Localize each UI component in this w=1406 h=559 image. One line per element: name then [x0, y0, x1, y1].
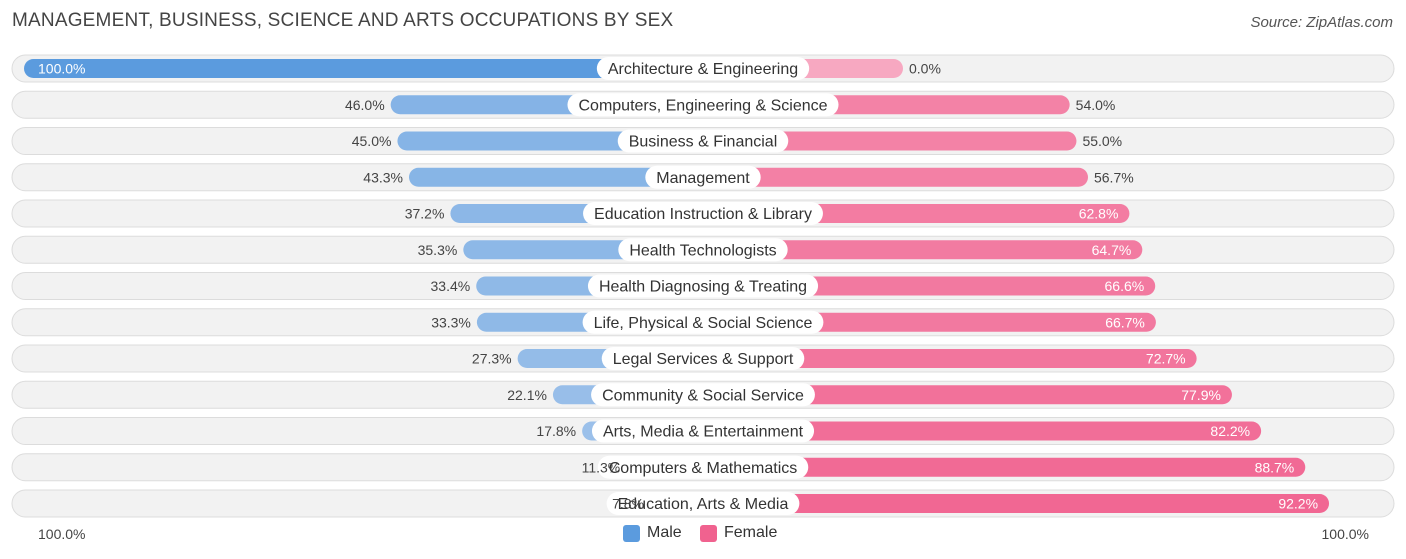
female-value-label: 56.7%	[1094, 169, 1134, 185]
male-bar	[408, 167, 703, 187]
male-value-label: 100.0%	[38, 61, 85, 77]
female-value-label: 54.0%	[1076, 97, 1116, 113]
category-label: Computers, Engineering & Science	[578, 97, 827, 114]
female-value-label: 0.0%	[909, 61, 941, 77]
category-label-box	[597, 455, 809, 479]
category-label: Education, Arts & Media	[618, 496, 789, 513]
female-value-label: 88.7%	[1255, 459, 1295, 475]
legend-item-male[interactable]: Male	[623, 524, 682, 542]
category-label: Community & Social Service	[602, 387, 804, 404]
chart-row: Legal Services & Support 27.3% 72.7%	[11, 344, 1395, 373]
category-label: Life, Physical & Social Science	[594, 315, 813, 332]
male-bar	[24, 59, 703, 78]
female-value-label: 62.8%	[1079, 206, 1119, 222]
female-value-label: 66.7%	[1105, 314, 1145, 330]
chart-row: Business & Financial 45.0% 55.0%	[11, 127, 1395, 155]
female-bar	[703, 167, 1088, 187]
male-value-label: 35.3%	[418, 242, 458, 258]
axis-left-label: 100.0%	[38, 526, 86, 542]
category-label: Legal Services & Support	[613, 351, 794, 368]
male-value-label: 7.8%	[612, 496, 644, 512]
category-label-box	[587, 274, 819, 298]
chart-row: Health Diagnosing & Treating 33.4% 66.6%	[11, 272, 1395, 300]
chart-row: Architecture & Engineering 100.0% 0.0%	[11, 54, 1395, 83]
chart-title: MANAGEMENT, BUSINESS, SCIENCE AND ARTS O…	[12, 10, 674, 31]
male-value-label: 33.4%	[431, 278, 471, 294]
chart-row: Computers, Engineering & Science 46.0% 54.…	[11, 90, 1395, 119]
female-bar	[703, 131, 1077, 151]
chart-row: Education Instruction & Library 37.2% 62.8…	[11, 199, 1395, 228]
axis-right-label: 100.0%	[1321, 526, 1369, 542]
category-label: Business & Financial	[629, 134, 778, 151]
category-label-box	[601, 347, 805, 370]
category-label-box	[617, 129, 789, 153]
category-label-box	[591, 383, 815, 407]
chart-row: Management 43.3% 56.7%	[11, 163, 1395, 192]
female-value-label: 72.7%	[1146, 351, 1186, 367]
category-label: Health Technologists	[629, 242, 776, 259]
male-value-label: 11.3%	[582, 459, 621, 475]
female-value-label: 77.9%	[1181, 387, 1221, 403]
category-label-box	[596, 57, 810, 80]
legend-swatch-female	[700, 524, 717, 542]
chart-canvas: Architecture & Engineering 100.0% 0.0% Comp…	[11, 54, 1395, 518]
male-value-label: 37.2%	[405, 206, 445, 222]
category-label-box	[583, 202, 823, 225]
chart-row: Arts, Media & Entertainment 17.8% 82.2%	[11, 417, 1395, 445]
chart-row: Life, Physical & Social Science 33.3% 66.7…	[11, 308, 1395, 337]
female-bar	[703, 457, 1306, 477]
male-value-label: 17.8%	[536, 423, 576, 439]
female-bar	[703, 385, 1232, 405]
category-label-box	[591, 419, 815, 443]
male-value-label: 27.3%	[472, 351, 512, 367]
category-label: Education Instruction & Library	[594, 206, 812, 223]
female-bar	[703, 240, 1143, 260]
male-value-label: 22.1%	[507, 387, 547, 403]
legend-label-female: Female	[724, 524, 778, 541]
female-value-label: 55.0%	[1082, 133, 1122, 149]
chart-row: Community & Social Service 22.1% 77.9%	[11, 380, 1395, 409]
female-bar	[703, 349, 1197, 368]
female-value-label: 64.7%	[1092, 242, 1132, 258]
male-value-label: 33.3%	[431, 314, 471, 330]
category-label-box	[645, 165, 761, 189]
legend-item-female[interactable]: Female	[700, 524, 777, 542]
source-credit: Source: ZipAtlas.com	[1250, 14, 1393, 31]
category-label: Arts, Media & Entertainment	[603, 424, 804, 441]
category-label: Management	[656, 170, 750, 187]
category-label: Computers & Mathematics	[609, 460, 798, 477]
legend: Male Female	[0, 524, 1406, 546]
male-value-label: 45.0%	[352, 133, 392, 149]
legend-swatch-male	[623, 524, 640, 542]
female-bar	[703, 421, 1262, 441]
male-value-label: 43.3%	[363, 169, 403, 185]
female-value-label: 92.2%	[1278, 496, 1318, 512]
male-value-label: 46.0%	[345, 97, 385, 113]
female-value-label: 66.6%	[1105, 278, 1145, 294]
category-label-box	[582, 310, 824, 334]
chart-row: Health Technologists 35.3% 64.7%	[11, 235, 1395, 264]
category-label-box	[618, 238, 788, 262]
category-label: Architecture & Engineering	[608, 61, 798, 78]
female-bar	[703, 494, 1330, 513]
female-value-label: 82.2%	[1210, 423, 1250, 439]
category-label-box	[567, 93, 839, 117]
legend-label-male: Male	[647, 524, 682, 541]
category-label-box	[606, 492, 800, 515]
category-label: Health Diagnosing & Treating	[599, 279, 807, 296]
